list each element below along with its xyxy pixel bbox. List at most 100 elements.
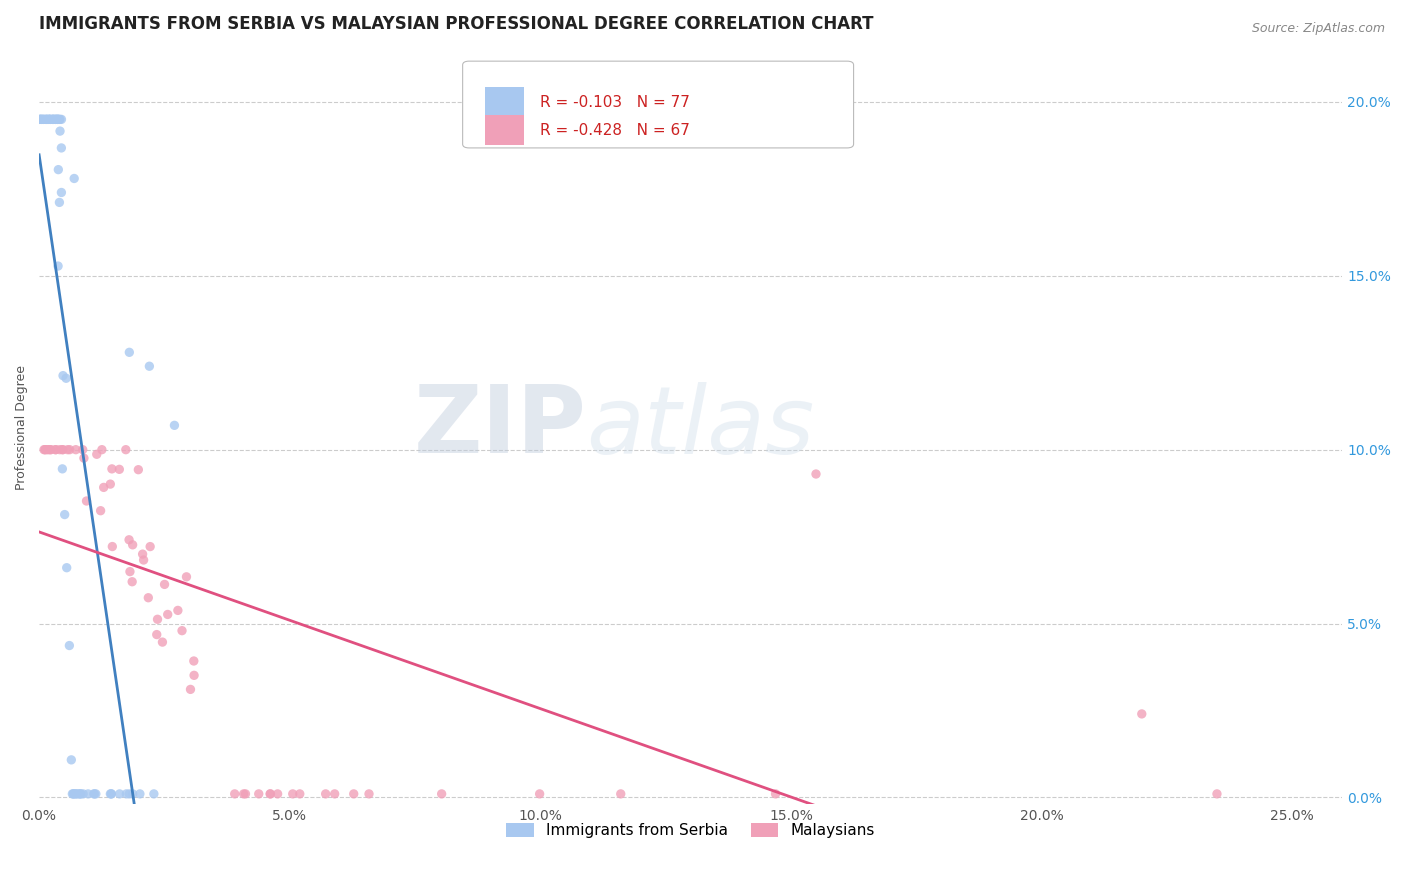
Point	[101, 462, 124, 476]
Point	[266, 787, 288, 801]
Point	[129, 787, 152, 801]
Point	[46, 112, 69, 127]
Point	[118, 787, 141, 801]
Point	[72, 787, 94, 801]
Point	[529, 787, 551, 801]
Point	[51, 442, 73, 457]
Point	[37, 442, 59, 457]
Point	[115, 787, 138, 801]
Point	[39, 112, 62, 127]
Point	[30, 112, 52, 127]
Point	[32, 442, 55, 457]
Point	[32, 112, 55, 127]
Point	[100, 787, 122, 801]
Point	[281, 787, 304, 801]
Point	[108, 787, 131, 801]
Point	[42, 112, 65, 127]
Point	[66, 787, 89, 801]
Point	[48, 112, 70, 127]
Point	[55, 371, 77, 385]
Point	[121, 787, 143, 801]
Point	[34, 112, 56, 127]
Point	[63, 171, 86, 186]
Point	[146, 612, 169, 626]
Point	[118, 533, 141, 547]
Point	[44, 112, 66, 127]
Point	[138, 359, 160, 374]
Point	[51, 462, 73, 476]
Point	[121, 574, 143, 589]
Point	[63, 787, 86, 801]
Point	[38, 112, 60, 127]
Point	[32, 112, 55, 127]
Point	[90, 504, 112, 518]
Point	[28, 112, 51, 127]
Point	[93, 480, 115, 494]
Point	[28, 112, 51, 127]
Point	[131, 547, 153, 561]
Point	[37, 112, 59, 127]
Point	[167, 603, 190, 617]
Point	[65, 787, 87, 801]
Point	[430, 787, 453, 801]
Text: Source: ZipAtlas.com: Source: ZipAtlas.com	[1251, 22, 1385, 36]
Point	[62, 787, 84, 801]
Point	[46, 162, 69, 177]
Point	[83, 787, 105, 801]
Point	[62, 787, 84, 801]
Point	[51, 141, 73, 155]
Point	[45, 112, 67, 127]
Point	[39, 442, 62, 457]
Point	[288, 787, 311, 801]
Point	[108, 462, 131, 476]
Point	[101, 540, 124, 554]
Point	[315, 787, 337, 801]
Point	[48, 195, 70, 210]
Point	[32, 112, 55, 127]
Point	[183, 668, 205, 682]
Point	[46, 112, 69, 127]
Point	[44, 442, 66, 457]
Point	[39, 112, 62, 127]
Point	[58, 639, 80, 653]
Point	[98, 787, 121, 801]
Point	[46, 112, 69, 127]
Point	[35, 112, 58, 127]
Legend: Immigrants from Serbia, Malaysians: Immigrants from Serbia, Malaysians	[499, 815, 883, 846]
Point	[69, 787, 91, 801]
Point	[51, 186, 73, 200]
Point	[70, 787, 93, 801]
Text: IMMIGRANTS FROM SERBIA VS MALAYSIAN PROFESSIONAL DEGREE CORRELATION CHART: IMMIGRANTS FROM SERBIA VS MALAYSIAN PROF…	[39, 15, 873, 33]
Point	[139, 540, 162, 554]
Text: ZIP: ZIP	[413, 381, 586, 473]
Point	[65, 442, 87, 457]
Point	[41, 112, 63, 127]
Point	[48, 442, 70, 457]
Point	[73, 451, 96, 466]
Point	[60, 753, 83, 767]
Point	[152, 635, 174, 649]
Bar	[485, 115, 524, 145]
Point	[153, 577, 176, 591]
Point	[31, 112, 53, 127]
Point	[51, 112, 73, 127]
Point	[60, 787, 83, 801]
Point	[38, 112, 60, 127]
Point	[98, 477, 121, 491]
Point	[114, 442, 136, 457]
FancyBboxPatch shape	[463, 62, 853, 148]
Point	[42, 112, 65, 127]
Point	[30, 112, 52, 127]
Point	[35, 112, 58, 127]
Point	[118, 345, 141, 359]
Point	[69, 787, 91, 801]
Point	[259, 787, 281, 801]
Point	[46, 112, 69, 127]
Point	[132, 553, 155, 567]
Point	[163, 418, 186, 433]
Point	[232, 787, 254, 801]
Point	[323, 787, 346, 801]
Point	[121, 538, 143, 552]
Point	[52, 442, 75, 457]
Point	[49, 112, 72, 127]
